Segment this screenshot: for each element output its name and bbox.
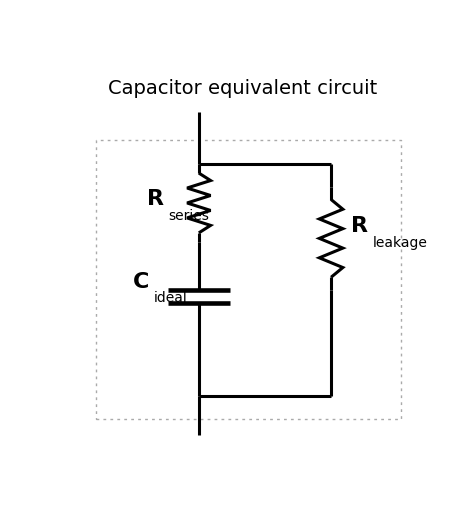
Text: Capacitor equivalent circuit: Capacitor equivalent circuit xyxy=(108,79,378,98)
Text: C: C xyxy=(133,271,149,292)
Text: leakage: leakage xyxy=(373,237,428,250)
Text: ideal: ideal xyxy=(154,291,188,306)
Text: R: R xyxy=(147,189,164,209)
Text: series: series xyxy=(169,209,210,223)
Text: R: R xyxy=(351,217,368,237)
